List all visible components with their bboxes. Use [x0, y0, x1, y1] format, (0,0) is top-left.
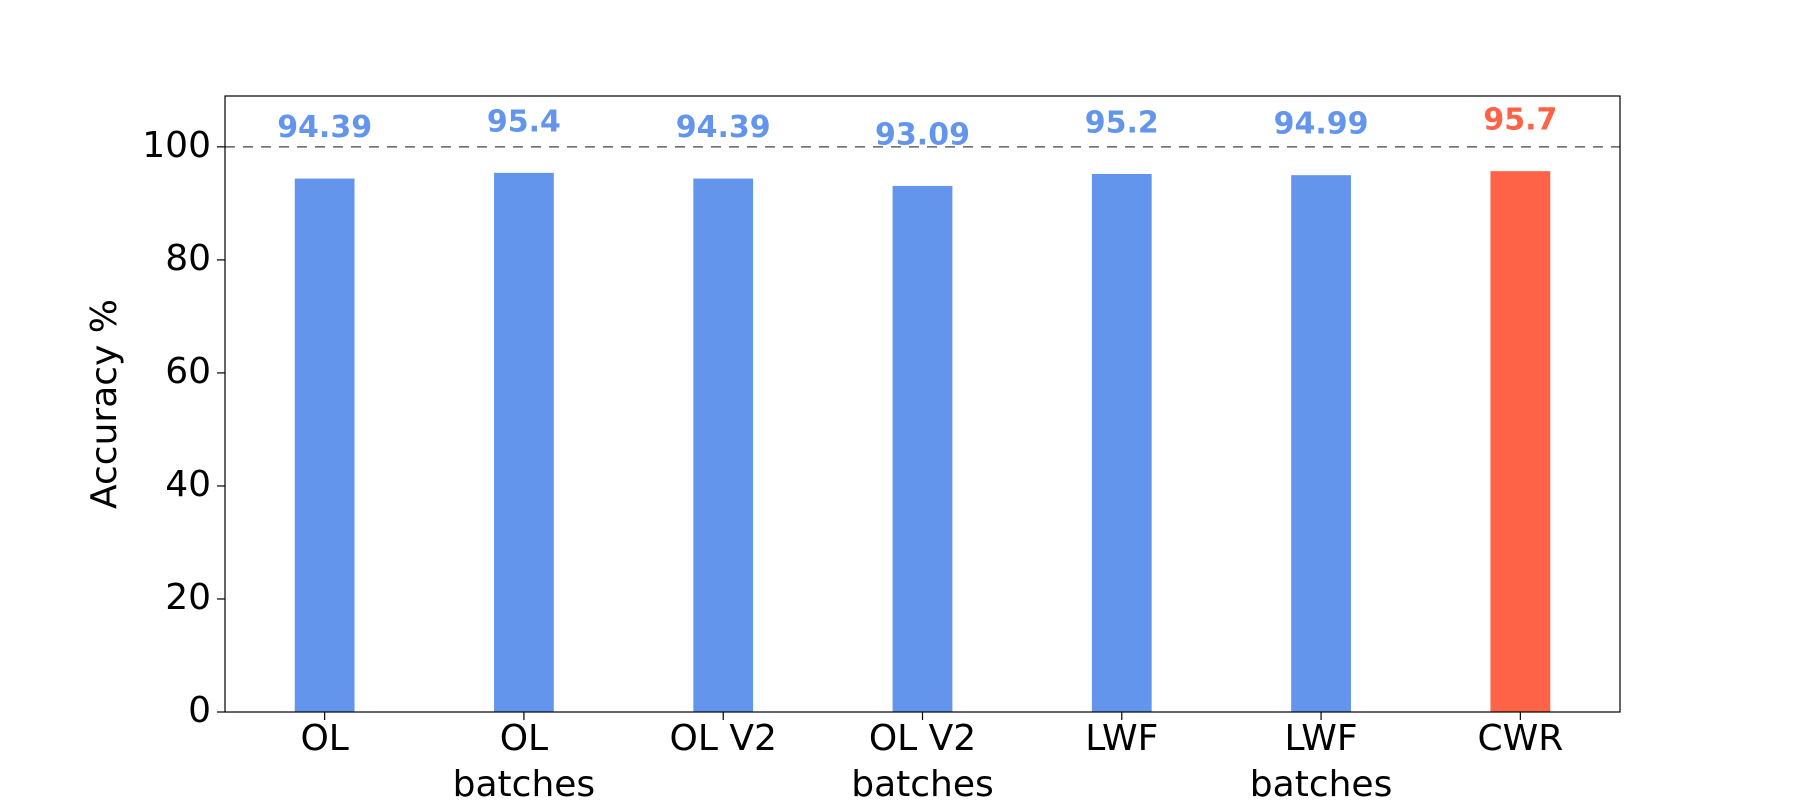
x-tick-label: OL V2 batches — [851, 718, 994, 800]
value-label: 94.39 — [277, 110, 372, 145]
x-tick-label: LWF batches — [1250, 718, 1393, 800]
y-tick-label: 100 — [142, 125, 211, 166]
x-tick-label: CWR — [1477, 718, 1563, 759]
bar — [1091, 173, 1152, 712]
value-label: 95.7 — [1483, 103, 1557, 138]
bar — [1490, 171, 1551, 712]
y-tick-label: 60 — [165, 351, 211, 392]
x-tick-label: OL — [300, 718, 348, 759]
x-tick-label: LWF — [1085, 718, 1158, 759]
y-axis-label: Accuracy % — [84, 299, 125, 509]
bar — [1291, 175, 1351, 712]
y-tick-label: 20 — [165, 577, 211, 618]
value-label: 94.99 — [1274, 107, 1369, 142]
value-label: 95.4 — [487, 104, 561, 139]
bar — [494, 172, 554, 713]
bar — [892, 185, 953, 712]
value-label: 93.09 — [875, 117, 970, 152]
value-label: 94.39 — [676, 110, 771, 145]
y-tick-label: 0 — [188, 690, 211, 731]
x-tick-label: OL batches — [453, 718, 596, 800]
x-tick-label: OL V2 — [670, 718, 777, 759]
bar — [294, 178, 355, 713]
plot-frame — [224, 95, 1621, 713]
y-tick-label: 80 — [165, 238, 211, 279]
bar — [693, 178, 754, 713]
value-label: 95.2 — [1085, 105, 1159, 140]
y-tick-label: 40 — [165, 464, 211, 505]
